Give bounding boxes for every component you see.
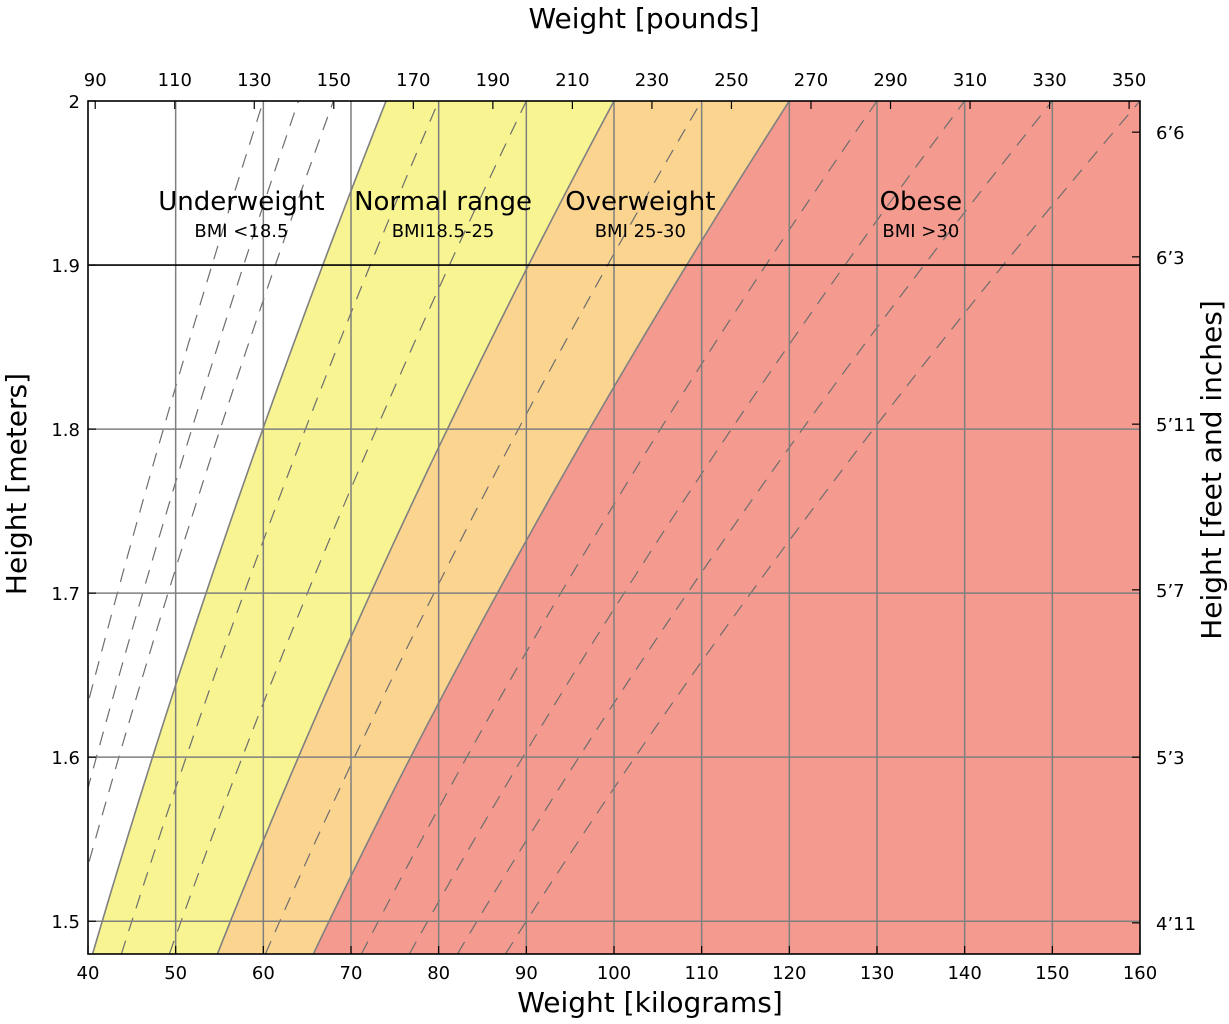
kg-tick-label-130: 130 <box>860 963 894 984</box>
m-tick-label-2: 2 <box>69 92 80 113</box>
lb-tick-label-110: 110 <box>158 70 192 91</box>
label-underweight: Underweight <box>158 187 324 217</box>
grid-lines <box>88 101 1140 954</box>
bmi-line-32-5 <box>360 101 878 954</box>
bmi-line-17 <box>88 101 335 868</box>
bmi-line-22-5 <box>168 101 527 954</box>
ft-tick-label: 5’11 <box>1156 415 1196 436</box>
category-labels: Underweight BMI <18.5 Normal range BMI18.5-… <box>158 187 962 242</box>
top-axis-title: Weight [pounds] <box>528 2 759 35</box>
lb-tick-label-190: 190 <box>476 70 510 91</box>
bmi-dashed-lines <box>88 101 1140 954</box>
bmi-boundary-lines <box>91 101 791 954</box>
kg-tick-label-50: 50 <box>164 963 187 984</box>
bottom-axis-title: Weight [kilograms] <box>517 986 783 1019</box>
left-axis-title: Height [meters] <box>0 373 33 595</box>
bmi-boundary-25 <box>216 101 615 954</box>
region-normal-range <box>92 101 614 954</box>
region-underweight <box>88 101 387 954</box>
ft-tick-label: 6’3 <box>1156 248 1185 269</box>
lb-tick-label-210: 210 <box>555 70 589 91</box>
bmi-line-27-5 <box>264 101 703 954</box>
lb-tick-label-350: 350 <box>1112 70 1146 91</box>
bmi-line-37-5 <box>456 101 1053 954</box>
lb-tick-label-330: 330 <box>1032 70 1066 91</box>
ft-tick-label: 6’6 <box>1156 123 1185 144</box>
region-obese <box>313 101 1140 954</box>
label-underweight-bmi: BMI <18.5 <box>194 221 288 242</box>
bmi-boundary-18-5 <box>91 101 387 954</box>
lb-tick-label-170: 170 <box>396 70 430 91</box>
kg-tick-label-140: 140 <box>947 963 981 984</box>
kg-tick-label-90: 90 <box>515 963 538 984</box>
m-tick-label-1-7: 1.7 <box>51 584 80 605</box>
kg-tick-label-120: 120 <box>772 963 806 984</box>
kg-tick-label-160: 160 <box>1123 963 1157 984</box>
kg-tick-label-110: 110 <box>684 963 718 984</box>
lb-tick-label-150: 150 <box>317 70 351 91</box>
kg-tick-label-80: 80 <box>427 963 450 984</box>
bmi-line-15 <box>88 101 264 706</box>
label-obese-bmi: BMI >30 <box>882 221 959 242</box>
kg-tick-label-40: 40 <box>77 963 100 984</box>
kg-tick-label-70: 70 <box>340 963 363 984</box>
lb-tick-label-250: 250 <box>714 70 748 91</box>
bmi-line-16 <box>88 101 299 791</box>
m-tick-label-1-8: 1.8 <box>51 420 80 441</box>
kg-tick-label-60: 60 <box>252 963 275 984</box>
lb-tick-label-310: 310 <box>953 70 987 91</box>
region-overweight <box>217 101 790 954</box>
lb-tick-label-230: 230 <box>635 70 669 91</box>
axis-ticks: 40 50 60 70 80 90 100 110 120 130 140 150 160 1.5 1.6 1… <box>51 70 1196 984</box>
ft-tick-label: 5’3 <box>1156 748 1185 769</box>
label-overweight-bmi: BMI 25-30 <box>595 221 686 242</box>
m-tick-label-1-5: 1.5 <box>51 912 80 933</box>
label-obese: Obese <box>880 187 963 217</box>
label-overweight: Overweight <box>565 187 715 217</box>
label-normal-range-bmi: BMI18.5-25 <box>392 221 495 242</box>
bmi-regions <box>88 101 1140 954</box>
m-tick-label-1-9: 1.9 <box>51 256 80 277</box>
bmi-boundary-30 <box>312 101 791 954</box>
bmi-line-20 <box>120 101 440 954</box>
kg-tick-label-100: 100 <box>597 963 631 984</box>
lb-tick-label-90: 90 <box>84 70 107 91</box>
ft-tick-label: 4’11 <box>1156 914 1196 935</box>
right-axis-title: Height [feet and inches] <box>1195 300 1228 640</box>
ft-tick-label: 5’7 <box>1156 581 1185 602</box>
bmi-line-35 <box>408 101 966 954</box>
lb-tick-label-130: 130 <box>237 70 271 91</box>
lb-tick-label-290: 290 <box>873 70 907 91</box>
label-normal-range: Normal range <box>354 187 532 217</box>
lb-tick-label-270: 270 <box>794 70 828 91</box>
kg-tick-label-150: 150 <box>1035 963 1069 984</box>
bmi-line-40 <box>504 101 1140 954</box>
m-tick-label-1-6: 1.6 <box>51 748 80 769</box>
